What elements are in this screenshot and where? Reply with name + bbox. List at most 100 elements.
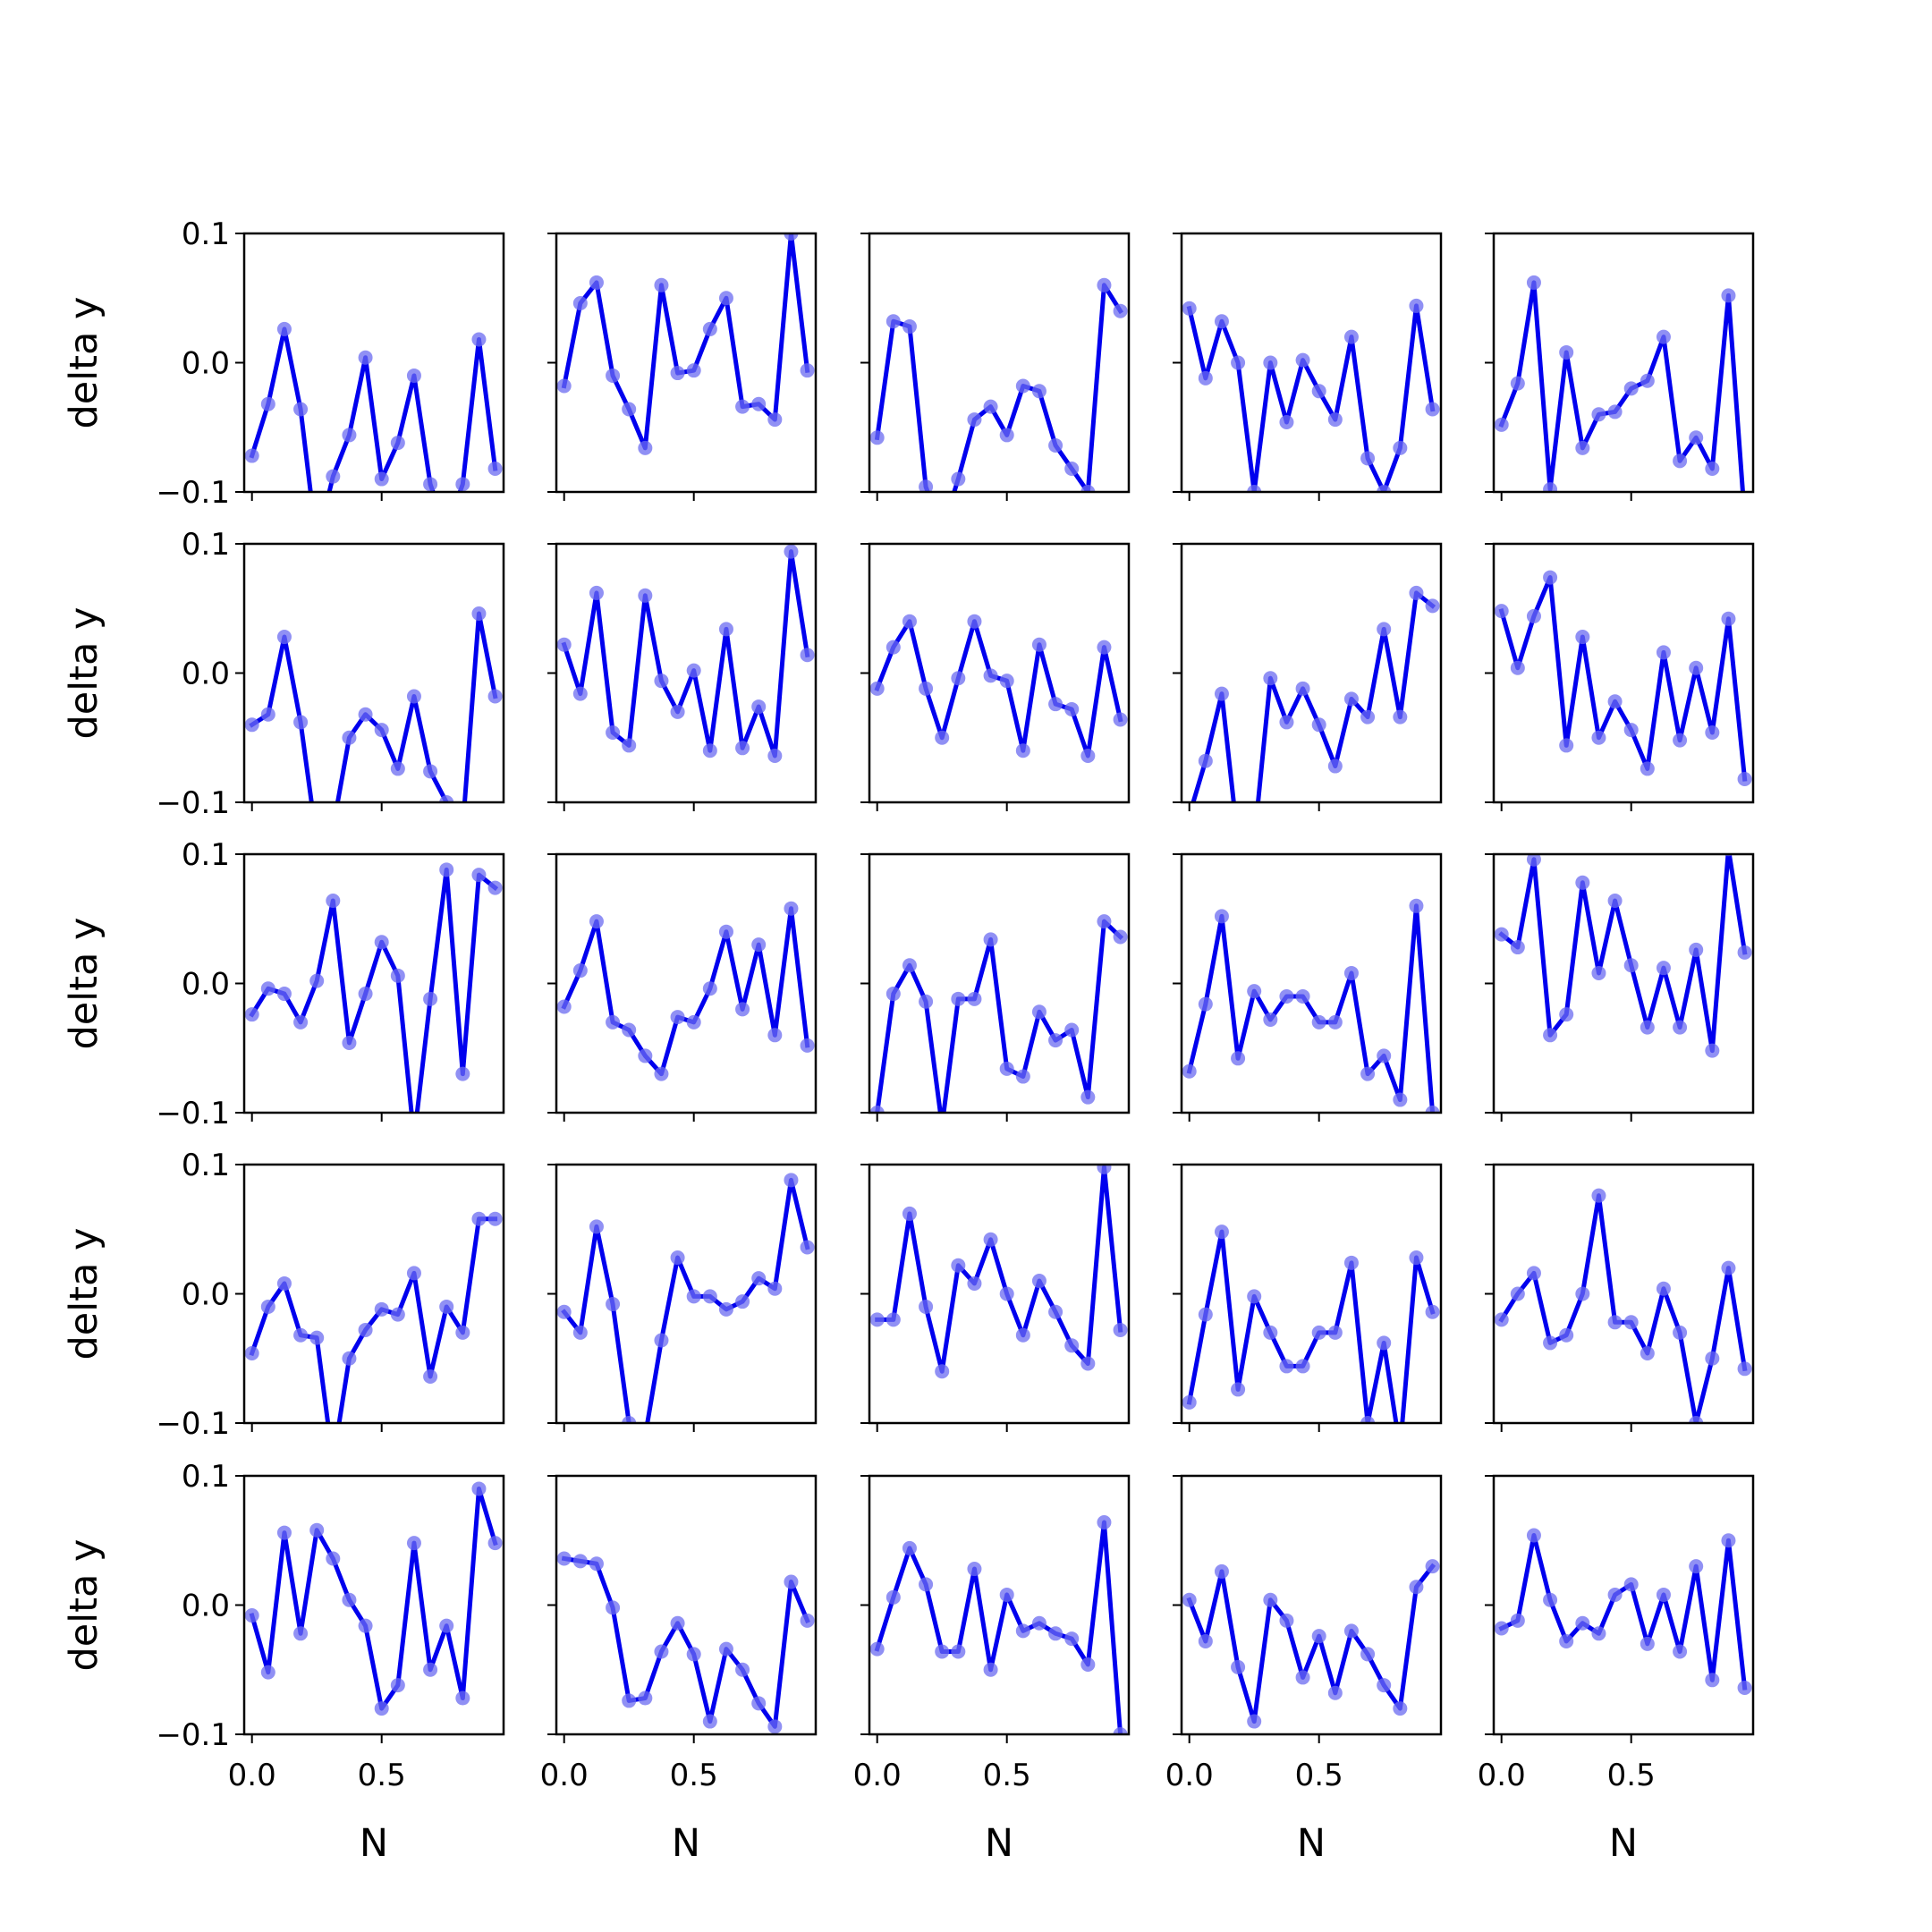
data-point [1721, 611, 1736, 626]
data-point [390, 1307, 405, 1322]
series-line [561, 549, 810, 758]
data-point [260, 1299, 275, 1314]
data-point [1559, 1633, 1574, 1648]
data-point [654, 277, 669, 292]
data-point [1559, 1007, 1574, 1022]
data-point [919, 1577, 934, 1592]
x-axis-label: N [360, 1821, 388, 1866]
data-point [1377, 1678, 1392, 1693]
subplot-r4-c1: −0.1 0.0 0.1 delta y [62, 1148, 505, 1442]
subplot-r4-c5 [1485, 1163, 1755, 1432]
x-tick-label: 0.0 [853, 1758, 902, 1793]
data-point [919, 479, 934, 492]
subplot-r4-c3 [860, 1163, 1131, 1432]
data-point [902, 958, 917, 973]
subplot-r2-c3 [860, 542, 1131, 811]
data-point [342, 428, 357, 443]
subplot-r1-c2 [547, 232, 818, 501]
data-point [751, 1696, 767, 1711]
data-point [1393, 709, 1408, 724]
data-point [276, 1525, 292, 1540]
data-point [686, 1647, 701, 1662]
data-point [1015, 1069, 1030, 1084]
series-line [1186, 1229, 1436, 1423]
data-point [686, 1289, 701, 1304]
data-point [902, 319, 917, 335]
data-point [1327, 1325, 1343, 1340]
data-point [919, 1299, 934, 1314]
subplot-r3-c1: −0.1 0.0 0.1 delta y [62, 837, 505, 1131]
data-point [1607, 694, 1623, 709]
data-point [1656, 329, 1671, 344]
data-point [1673, 453, 1688, 469]
series-group [869, 1515, 1128, 1734]
subplot-r1-c4 [1173, 232, 1443, 501]
data-point [1182, 301, 1197, 316]
data-point [1575, 440, 1590, 455]
data-point [1425, 598, 1440, 614]
series-line [874, 1520, 1123, 1734]
data-point [1214, 909, 1229, 924]
data-point [439, 795, 454, 802]
data-point [751, 1271, 767, 1286]
data-point [1705, 1351, 1720, 1366]
data-point [869, 681, 885, 696]
data-point [951, 671, 966, 686]
data-point [1656, 1281, 1671, 1296]
subplot-r5-c3: 0.0 0.5 N [853, 1474, 1131, 1866]
data-point [1360, 1416, 1376, 1423]
data-point [1409, 1250, 1424, 1266]
data-point [406, 1266, 421, 1281]
data-point [1591, 965, 1606, 980]
data-point [1327, 1685, 1343, 1700]
data-point [1031, 1004, 1046, 1020]
data-point [784, 1574, 799, 1589]
series-group [869, 1165, 1128, 1379]
data-point [967, 412, 982, 428]
data-point [1182, 1063, 1197, 1079]
data-point [1048, 1033, 1063, 1048]
x-tick-label: 0.0 [540, 1758, 589, 1793]
data-point [869, 1106, 885, 1113]
data-point [276, 321, 292, 336]
series-group [244, 862, 503, 1113]
data-point [1080, 1356, 1096, 1371]
data-point [1080, 748, 1096, 763]
subplot-r3-c3 [860, 852, 1131, 1122]
series-group [1182, 298, 1440, 492]
subplot-panels: −0.1 0.0 0.1 delta y −0.1 0.0 0.1 delta y −0.1 0.… [62, 216, 1755, 1866]
series-line [1498, 1532, 1748, 1690]
data-point [374, 1701, 389, 1716]
data-point [309, 1522, 325, 1538]
data-point [983, 1662, 998, 1677]
y-tick-label: 0.0 [182, 967, 230, 1003]
series-line [249, 326, 498, 492]
data-point [1360, 1647, 1376, 1662]
data-point [1198, 1307, 1213, 1322]
data-point [1031, 1274, 1046, 1289]
data-point [1640, 1020, 1655, 1035]
x-axis-label: N [672, 1821, 700, 1866]
data-point [1360, 451, 1376, 466]
data-point [1327, 412, 1343, 428]
data-point [886, 1589, 901, 1605]
data-point [702, 321, 717, 336]
data-point [276, 987, 292, 1002]
data-point [1214, 686, 1229, 701]
data-point [358, 707, 373, 722]
data-point [1575, 1286, 1590, 1301]
data-point [1607, 1315, 1623, 1330]
data-point [1673, 1644, 1688, 1659]
series-group [556, 901, 815, 1081]
data-point [260, 396, 275, 411]
data-point [967, 1275, 982, 1291]
data-point [1295, 1359, 1310, 1374]
data-point [1737, 945, 1752, 960]
data-point [1705, 724, 1720, 740]
data-point [622, 738, 637, 753]
data-point [1526, 275, 1541, 290]
data-point [800, 1038, 815, 1053]
data-point [556, 637, 572, 652]
subplot-r1-c5 [1485, 232, 1755, 501]
data-point [1559, 1327, 1574, 1343]
